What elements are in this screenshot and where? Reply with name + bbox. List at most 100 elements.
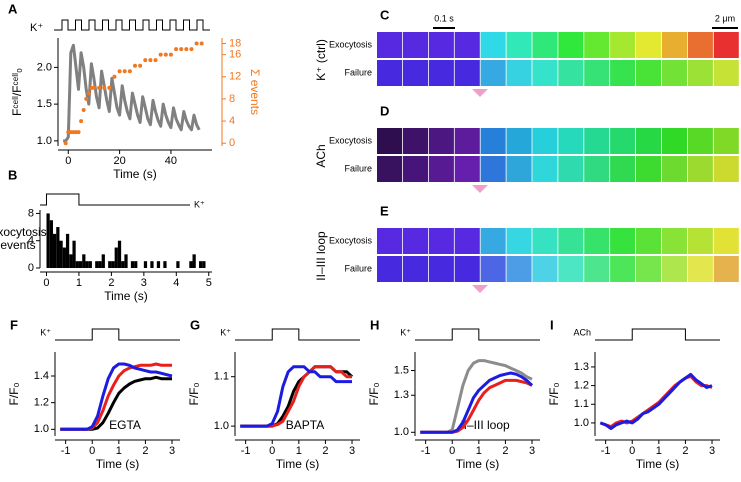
image-tile bbox=[584, 256, 610, 282]
y-tick-label: 1.1 bbox=[574, 398, 589, 410]
image-tile bbox=[636, 256, 662, 282]
histogram-bar bbox=[176, 261, 180, 268]
x-axis-label: Time (s) bbox=[113, 167, 157, 181]
x-tick-label: 2 bbox=[108, 277, 114, 289]
x-tick-label: 1 bbox=[476, 445, 482, 457]
image-tile bbox=[687, 32, 713, 58]
histogram-bar bbox=[202, 261, 206, 268]
image-tile bbox=[636, 32, 662, 58]
y-tick-label: 1.5 bbox=[37, 98, 52, 110]
histogram-bar bbox=[130, 261, 135, 268]
image-tile bbox=[687, 228, 713, 254]
image-tile bbox=[454, 256, 480, 282]
event-dot bbox=[63, 141, 68, 146]
event-dot bbox=[199, 41, 204, 46]
histogram-bar bbox=[59, 240, 63, 268]
image-tile bbox=[713, 228, 739, 254]
event-dot bbox=[84, 96, 89, 101]
y-tick-label: 1.5 bbox=[394, 364, 409, 376]
x-tick-label: -1 bbox=[61, 445, 71, 457]
event-dot bbox=[127, 69, 132, 74]
x-axis-label: Time (s) bbox=[104, 289, 148, 303]
histogram-bar bbox=[114, 247, 118, 268]
y2-tick-label: 4 bbox=[229, 115, 235, 127]
image-tile bbox=[687, 156, 713, 182]
image-tile bbox=[506, 228, 532, 254]
x-tick-label: 0 bbox=[89, 445, 95, 457]
histogram-bar bbox=[134, 261, 138, 268]
image-tile bbox=[610, 32, 636, 58]
x-tick-label: 4 bbox=[173, 277, 179, 289]
image-tile bbox=[428, 256, 454, 282]
image-tile bbox=[713, 156, 739, 182]
y-tick-label: 0 bbox=[28, 262, 34, 274]
x-tick-label: 1 bbox=[76, 277, 82, 289]
image-tile bbox=[377, 256, 403, 282]
image-tile bbox=[402, 256, 428, 282]
image-tile bbox=[402, 228, 428, 254]
stimulus-trace bbox=[54, 19, 210, 31]
stimulus-label: K⁺ bbox=[40, 327, 51, 337]
x-tick-label: 40 bbox=[165, 155, 177, 167]
y-tick-label: 1.0 bbox=[37, 135, 52, 147]
image-tile bbox=[377, 128, 403, 154]
histogram-bar bbox=[78, 261, 83, 268]
image-tile bbox=[532, 228, 558, 254]
image-tile bbox=[610, 60, 636, 86]
stimulus-trace bbox=[40, 193, 190, 206]
x-axis-label: Time (s) bbox=[456, 457, 500, 471]
y-tick-label: 1.3 bbox=[574, 361, 589, 373]
image-tile bbox=[661, 156, 687, 182]
y2-tick-label: 12 bbox=[229, 71, 241, 83]
stimulus-label: K⁺ bbox=[400, 327, 411, 337]
image-tile bbox=[532, 128, 558, 154]
histogram-bar bbox=[46, 213, 50, 268]
event-dot bbox=[189, 47, 194, 52]
image-tile bbox=[584, 32, 610, 58]
data-line bbox=[63, 43, 201, 143]
stimulus-trace bbox=[235, 328, 360, 341]
image-tile bbox=[661, 128, 687, 154]
histogram-bar bbox=[117, 240, 122, 268]
y2-tick-label: 18 bbox=[229, 37, 241, 49]
row-label: Exocytosis bbox=[329, 135, 373, 145]
stimulus-trace bbox=[595, 328, 720, 341]
histogram-bar bbox=[95, 261, 99, 268]
image-tile bbox=[532, 60, 558, 86]
x-axis-label: Time (s) bbox=[636, 457, 680, 471]
row-label: Failure bbox=[344, 263, 372, 273]
y2-axis-label: Σ events bbox=[248, 69, 262, 115]
event-dot bbox=[133, 63, 137, 68]
x-axis-label: Time (s) bbox=[96, 457, 140, 471]
image-tile bbox=[558, 256, 584, 282]
event-dot bbox=[102, 85, 107, 90]
x-tick-label: 5 bbox=[206, 277, 212, 289]
event-dot bbox=[81, 108, 86, 112]
y-tick-label: 8 bbox=[28, 207, 34, 219]
image-tile bbox=[636, 228, 662, 254]
y-axis-label: Exocytosis bbox=[0, 225, 47, 239]
image-tile bbox=[506, 128, 532, 154]
histogram-bar bbox=[199, 261, 203, 268]
image-tile bbox=[636, 128, 662, 154]
stimulus-trace bbox=[415, 328, 540, 341]
x-tick-label: 0 bbox=[65, 155, 71, 167]
y-tick-label: 1.3 bbox=[394, 389, 409, 401]
x-tick-label: 2 bbox=[142, 445, 148, 457]
y-axis-label: F/F₀ bbox=[7, 382, 21, 405]
x-tick-label: 3 bbox=[709, 445, 715, 457]
histogram-bar bbox=[75, 261, 79, 268]
histogram-bar bbox=[52, 233, 57, 268]
data-line bbox=[240, 365, 352, 428]
histogram-bar bbox=[56, 227, 60, 268]
histogram-bar bbox=[108, 261, 112, 268]
histogram-bar bbox=[150, 261, 154, 268]
image-tile bbox=[480, 128, 506, 154]
x-tick-label: -1 bbox=[241, 445, 251, 457]
histogram-bar bbox=[49, 220, 53, 268]
x-tick-label: 3 bbox=[349, 445, 355, 457]
y-tick-label: 1.2 bbox=[574, 380, 589, 392]
image-tile bbox=[428, 60, 454, 86]
event-dot bbox=[143, 58, 148, 63]
image-tile bbox=[454, 60, 480, 86]
